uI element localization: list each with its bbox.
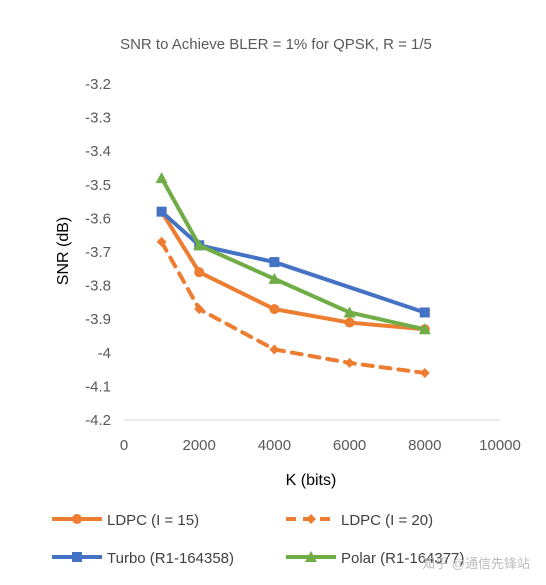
y-tick-label: -4	[98, 345, 111, 362]
legend-swatch-marker	[72, 514, 82, 524]
data-point	[156, 236, 167, 247]
data-point	[344, 317, 355, 328]
legend-item: LDPC (I = 20)	[286, 512, 433, 529]
y-axis-label: SNR (dB)	[55, 217, 72, 285]
data-point	[269, 304, 280, 315]
data-point	[268, 272, 281, 284]
series-line	[159, 209, 427, 315]
series-4	[155, 172, 431, 335]
y-tick-label: -3.9	[85, 311, 111, 328]
series-3	[156, 206, 430, 318]
data-point	[155, 172, 168, 184]
y-tick-label: -3.2	[85, 76, 111, 93]
series-layer	[155, 172, 431, 378]
x-axis-ticks: 0 2000 4000 6000 8000 10000	[120, 437, 521, 454]
legend-swatch-marker	[305, 551, 317, 562]
y-axis-ticks: -3.2 -3.3 -3.4 -3.5 -3.6 -3.7 -3.8 -3.9 -4 -4.1 -4…	[85, 76, 111, 429]
legend-item: Polar (R1-164377)	[286, 550, 464, 567]
x-tick-label: 8000	[408, 437, 441, 454]
data-point	[419, 367, 430, 378]
data-point	[343, 306, 356, 318]
x-tick-label: 4000	[258, 437, 291, 454]
chart-title: SNR to Achieve BLER = 1% for QPSK, R = 1…	[120, 36, 432, 53]
y-tick-label: -3.8	[85, 278, 111, 295]
x-tick-label: 0	[120, 437, 128, 454]
legend-label: Turbo (R1-164358)	[107, 550, 234, 567]
data-point	[269, 344, 280, 355]
y-tick-label: -3.4	[85, 143, 111, 160]
data-point	[156, 206, 167, 217]
watermark: 知乎 @通信先锋站	[422, 556, 530, 571]
data-point	[418, 323, 431, 335]
x-tick-label: 6000	[333, 437, 366, 454]
legend-item: Turbo (R1-164358)	[52, 550, 234, 567]
data-point	[269, 257, 280, 268]
x-axis-label: K (bits)	[286, 472, 337, 489]
data-point	[194, 267, 205, 278]
y-tick-label: -3.6	[85, 210, 111, 227]
x-tick-label: 10000	[479, 437, 521, 454]
y-tick-label: -3.7	[85, 244, 111, 261]
legend-item: LDPC (I = 15)	[52, 512, 199, 529]
data-point	[193, 239, 206, 251]
y-tick-label: -3.5	[85, 177, 111, 194]
legend-swatch-marker	[72, 552, 82, 562]
legend-swatch-marker	[306, 514, 316, 524]
legend: LDPC (I = 15) LDPC (I = 20) Turbo (R1-1643…	[52, 512, 464, 567]
series-2	[156, 236, 430, 378]
legend-label: Polar (R1-164377)	[341, 550, 464, 567]
legend-label: LDPC (I = 15)	[107, 512, 199, 529]
legend-label: LDPC (I = 20)	[341, 512, 433, 529]
data-point	[419, 307, 430, 318]
x-tick-label: 2000	[183, 437, 216, 454]
y-tick-label: -4.2	[85, 412, 111, 429]
data-point	[194, 304, 205, 315]
y-tick-label: -4.1	[85, 378, 111, 395]
data-point	[344, 357, 355, 368]
y-tick-label: -3.3	[85, 110, 111, 127]
